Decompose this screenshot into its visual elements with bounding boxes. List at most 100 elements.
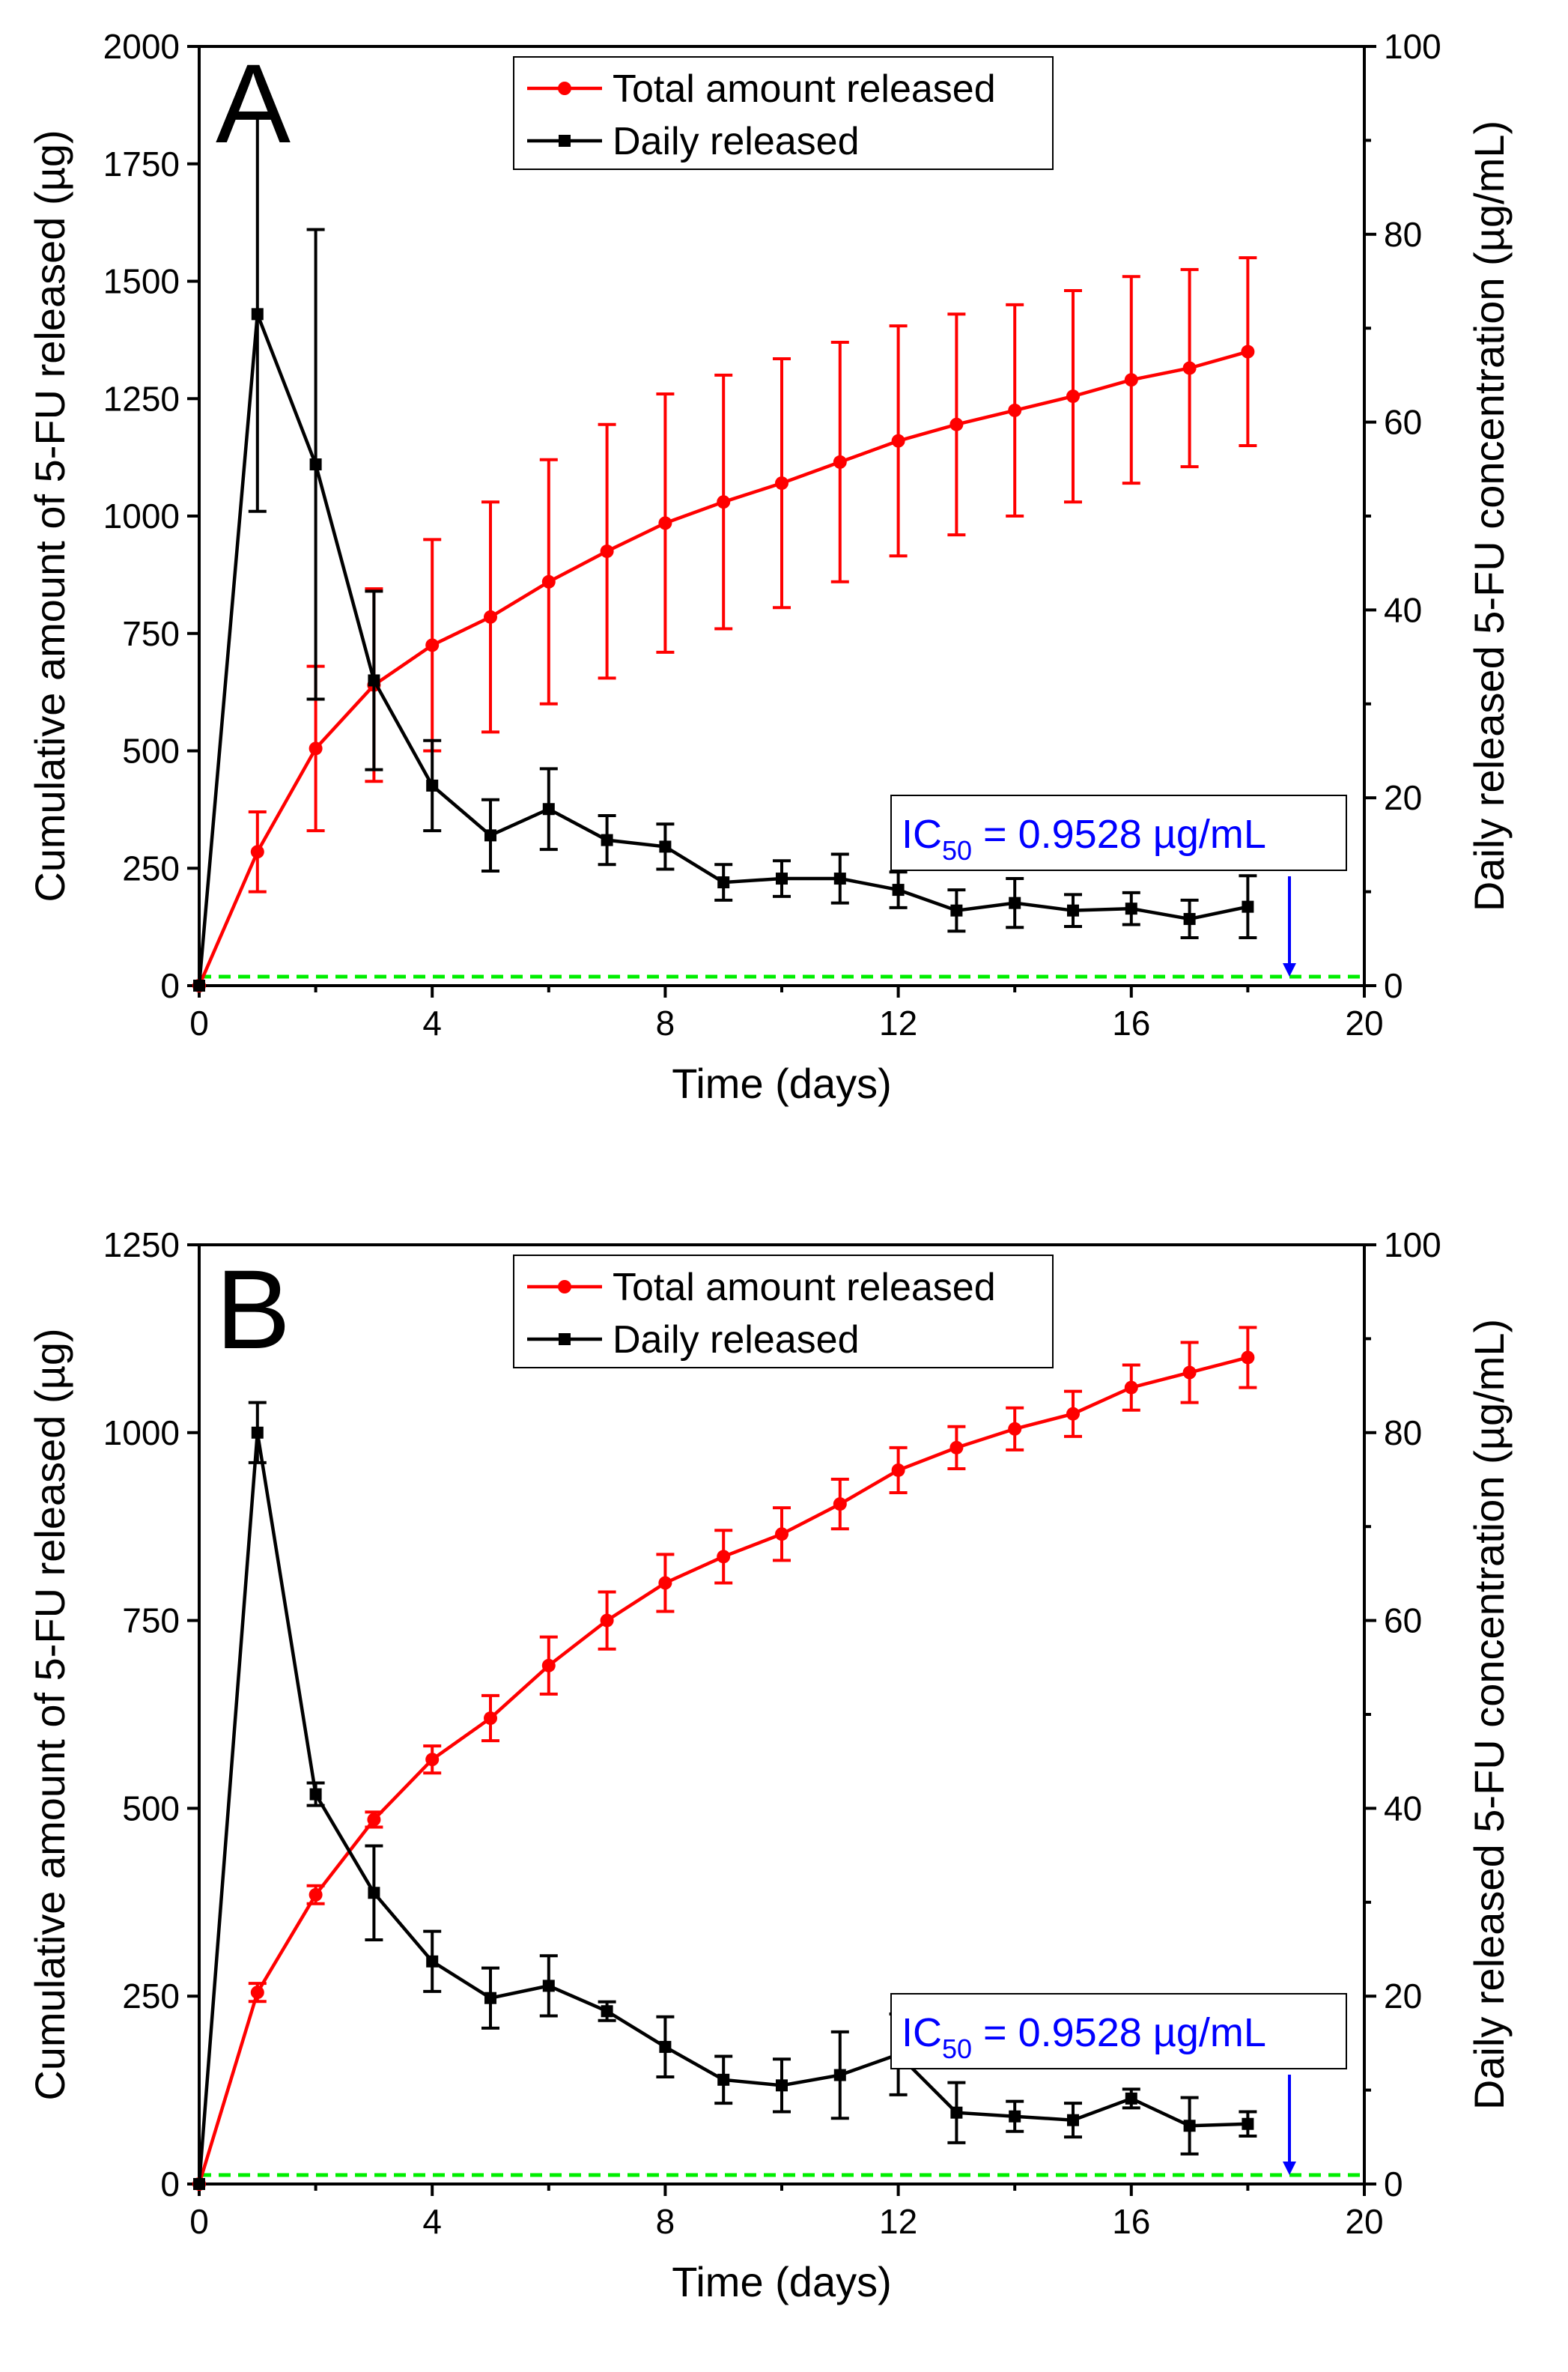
data-point xyxy=(658,1576,672,1590)
y-left-tick-label: 1000 xyxy=(103,497,180,536)
y-left-axis-title: Cumulative amount of 5-FU released (µg) xyxy=(26,130,73,902)
x-tick-label: 0 xyxy=(189,1004,209,1043)
y-right-tick-label: 0 xyxy=(1384,2165,1403,2203)
data-point xyxy=(600,1613,614,1628)
data-point xyxy=(891,434,905,448)
data-point xyxy=(1124,373,1138,387)
data-point xyxy=(425,638,440,652)
data-point xyxy=(425,1753,440,1767)
legend-label: Daily released xyxy=(613,1318,860,1362)
data-point xyxy=(659,840,672,853)
legend-box xyxy=(513,1255,1054,1368)
data-point xyxy=(717,2073,730,2086)
data-point xyxy=(250,845,264,859)
data-point xyxy=(833,873,846,885)
data-point xyxy=(368,674,380,687)
data-point xyxy=(601,2005,613,2018)
data-point xyxy=(251,1426,264,1439)
x-tick-label: 16 xyxy=(1112,2202,1150,2241)
x-tick-label: 4 xyxy=(422,2202,442,2241)
panel-letter: B xyxy=(216,1246,291,1372)
y-left-tick-label: 500 xyxy=(122,1789,180,1827)
data-point xyxy=(717,1550,731,1564)
data-point xyxy=(950,904,963,917)
y-right-tick-label: 20 xyxy=(1384,778,1422,817)
y-right-tick-label: 80 xyxy=(1384,1413,1422,1452)
data-point xyxy=(250,1986,264,2000)
legend-swatch-marker xyxy=(558,82,571,95)
data-point xyxy=(717,495,731,509)
data-point xyxy=(368,1887,380,1899)
y-right-tick-label: 20 xyxy=(1384,1977,1422,2015)
data-point xyxy=(1067,2114,1079,2126)
data-point xyxy=(949,417,964,431)
data-point xyxy=(1241,345,1255,359)
x-tick-label: 4 xyxy=(422,1004,442,1043)
data-point xyxy=(484,1992,496,2004)
y-left-tick-label: 1500 xyxy=(103,262,180,301)
data-point xyxy=(1008,403,1022,417)
data-point xyxy=(717,876,730,889)
y-left-tick-label: 1250 xyxy=(103,1225,180,1264)
data-point xyxy=(1125,903,1137,915)
data-point xyxy=(600,545,614,559)
y-left-tick-label: 250 xyxy=(122,849,180,888)
panel-letter: A xyxy=(216,40,291,166)
data-point xyxy=(309,1887,323,1902)
data-point xyxy=(776,2079,788,2092)
x-axis-title: Time (days) xyxy=(672,1060,892,1107)
x-tick-label: 12 xyxy=(879,1004,917,1043)
x-tick-label: 8 xyxy=(656,1004,675,1043)
data-point xyxy=(892,884,905,897)
data-point xyxy=(1124,1380,1138,1395)
y-right-tick-label: 100 xyxy=(1384,27,1441,66)
legend-box xyxy=(513,56,1054,170)
data-point xyxy=(1182,1365,1197,1380)
series-daily xyxy=(193,115,1257,992)
data-point xyxy=(775,1527,788,1541)
data-point xyxy=(891,1463,905,1477)
y-right-axis-title: Daily released 5-FU concentration (µg/mL… xyxy=(1465,121,1513,912)
ic50-label-main: IC xyxy=(902,812,942,857)
legend-swatch-marker xyxy=(558,1280,571,1293)
y-right-tick-label: 80 xyxy=(1384,215,1422,254)
y-right-tick-label: 0 xyxy=(1384,966,1403,1005)
data-point xyxy=(426,1955,439,1968)
y-right-tick-label: 40 xyxy=(1384,590,1422,629)
data-point xyxy=(426,779,439,792)
x-tick-label: 16 xyxy=(1112,1004,1150,1043)
data-point xyxy=(1183,2120,1196,2132)
data-point xyxy=(833,1497,847,1511)
data-point xyxy=(193,980,205,992)
data-point xyxy=(1009,897,1021,909)
data-point xyxy=(1125,2092,1137,2105)
x-tick-label: 20 xyxy=(1345,2202,1383,2241)
data-point xyxy=(309,741,323,756)
data-point xyxy=(484,610,497,624)
data-point xyxy=(659,2040,672,2053)
y-left-tick-label: 0 xyxy=(160,966,180,1005)
y-left-tick-label: 750 xyxy=(122,614,180,653)
ic50-arrow-head xyxy=(1283,2162,1296,2176)
y-left-tick-label: 1250 xyxy=(103,379,180,418)
x-tick-label: 8 xyxy=(656,2202,675,2241)
data-point xyxy=(1183,912,1196,925)
y-left-tick-label: 2000 xyxy=(103,27,180,66)
series-daily xyxy=(193,1401,1257,2190)
y-left-axis-title: Cumulative amount of 5-FU released (µg) xyxy=(26,1328,73,2100)
data-point xyxy=(1242,900,1254,913)
data-point xyxy=(542,803,555,816)
ic50-label-rest: = 0.9528 µg/mL xyxy=(972,2010,1266,2055)
x-tick-label: 20 xyxy=(1345,1004,1383,1043)
data-point xyxy=(309,458,322,471)
data-point xyxy=(541,1658,556,1672)
data-point xyxy=(658,516,672,530)
y-left-tick-label: 500 xyxy=(122,732,180,771)
data-point xyxy=(542,1980,555,1992)
data-point xyxy=(484,1711,497,1726)
data-point xyxy=(1066,1407,1080,1421)
y-right-tick-label: 60 xyxy=(1384,1601,1422,1640)
ic50-arrow-head xyxy=(1283,963,1296,977)
data-point xyxy=(776,873,788,885)
